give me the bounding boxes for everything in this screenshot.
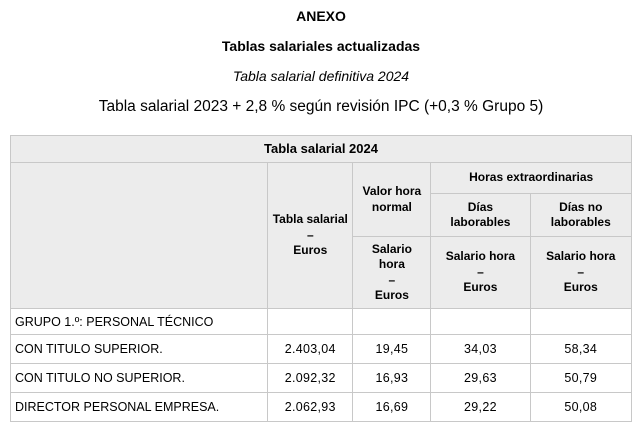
table-row: CON TITULO NO SUPERIOR. 2.092,32 16,93 2… xyxy=(9,363,633,393)
col-header-valor-hora-normal: Valor hora normal xyxy=(352,162,432,237)
row-label: DIRECTOR PERSONAL EMPRESA. xyxy=(9,392,269,422)
value-cell: 50,08 xyxy=(529,392,633,422)
col-header-salario-hora-laborables: Salario hora – Euros xyxy=(430,236,531,309)
header-row-3: Salario hora – Euros Salario hora – Euro… xyxy=(11,236,633,309)
value-cell: 29,22 xyxy=(430,392,531,422)
col-header-tabla-salarial: Tabla salarial – Euros xyxy=(267,162,354,309)
col-header-horas-extraordinarias: Horas extraordinarias xyxy=(430,162,632,194)
value-cell xyxy=(430,308,531,335)
col-header-dias-no-laborables: Días no laborables xyxy=(529,193,633,237)
value-cell: 16,69 xyxy=(352,392,432,422)
header-row-1: Tabla salarial – Euros Valor hora normal… xyxy=(9,162,632,309)
value-cell: 2.062,93 xyxy=(267,392,354,422)
table-caption: Tabla salarial 2024 xyxy=(10,135,632,163)
value-cell: 29,63 xyxy=(430,363,531,393)
table-row: CON TITULO SUPERIOR. 2.403,04 19,45 34,0… xyxy=(9,334,633,364)
value-cell: 34,03 xyxy=(430,334,531,364)
doc-edition-line: Tabla salarial definitiva 2024 xyxy=(232,68,410,84)
col-header-dias-laborables: Días laborables xyxy=(430,193,531,237)
doc-title: ANEXO xyxy=(296,8,346,24)
value-cell: 19,45 xyxy=(352,334,432,364)
table-row: DIRECTOR PERSONAL EMPRESA. 2.062,93 16,6… xyxy=(9,392,633,422)
col-header-salario-hora-no-laborables: Salario hora – Euros xyxy=(529,236,633,309)
value-cell: 2.403,04 xyxy=(267,334,354,364)
table-caption-row: Tabla salarial 2024 xyxy=(10,135,632,163)
table-row-group: GRUPO 1.º: PERSONAL TÉCNICO xyxy=(9,308,633,335)
doc-revision-note: Tabla salarial 2023 + 2,8 % según revisi… xyxy=(98,98,544,115)
header-row-2: Días laborables Días no laborables xyxy=(11,193,633,237)
value-cell: 16,93 xyxy=(352,363,432,393)
value-cell: 50,79 xyxy=(529,363,633,393)
row-label: CON TITULO NO SUPERIOR. xyxy=(9,363,269,393)
row-label: GRUPO 1.º: PERSONAL TÉCNICO xyxy=(9,308,269,335)
row-label: CON TITULO SUPERIOR. xyxy=(9,334,269,364)
salary-table: Tabla salarial 2024 Tabla salarial – Eur… xyxy=(9,135,633,422)
col-header-salario-hora-normal: Salario hora – Euros xyxy=(352,236,432,309)
value-cell: 58,34 xyxy=(529,334,633,364)
value-cell: 2.092,32 xyxy=(267,363,354,393)
value-cell xyxy=(267,308,354,335)
doc-subtitle: Tablas salariales actualizadas xyxy=(221,38,421,54)
value-cell xyxy=(529,308,633,335)
col-header-empty xyxy=(9,162,269,309)
value-cell xyxy=(352,308,432,335)
